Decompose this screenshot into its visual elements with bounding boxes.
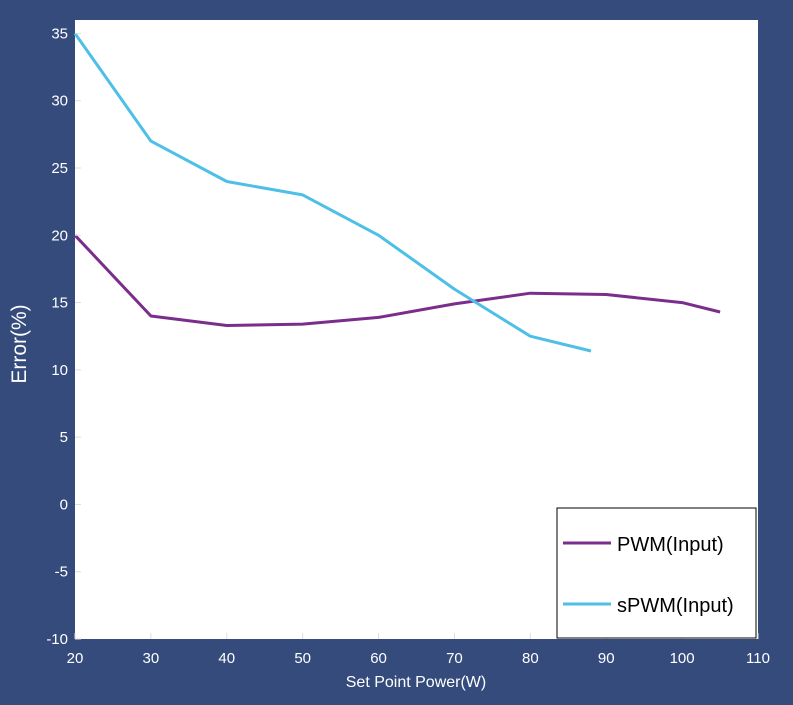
y-tick-label: 30	[51, 93, 68, 110]
y-tick-label: -5	[55, 564, 68, 581]
series-line-pwm-input	[73, 234, 721, 327]
y-tick-label: 0	[60, 496, 68, 513]
x-tick-label: 50	[294, 650, 311, 667]
x-tick-label: 70	[446, 650, 463, 667]
y-tick-label: 35	[51, 25, 68, 42]
legend-label-pwm: PWM(Input)	[617, 534, 724, 556]
x-tick-label: 30	[143, 650, 160, 667]
x-axis-label: Set Point Power(W)	[346, 674, 486, 691]
y-tick-label: 15	[51, 295, 68, 312]
x-tick-label: 40	[218, 650, 235, 667]
series-layer	[73, 32, 721, 353]
legend-box	[556, 507, 757, 639]
y-axis-label: Error(%)	[8, 304, 31, 383]
x-tick-label: 20	[67, 650, 84, 667]
series-line-spwm-input	[73, 32, 592, 353]
y-tick-label: 25	[51, 160, 68, 177]
x-tick-label: 60	[370, 650, 387, 667]
x-tick-label: 110	[746, 650, 770, 667]
y-axis: -10 -5 0 5 10 15 20 25 30 35	[46, 25, 81, 648]
x-axis: 20 30 40 50 60 70 80 90 100 110	[67, 633, 770, 667]
y-tick-label: 10	[51, 362, 68, 379]
y-tick-label: -10	[46, 631, 68, 648]
x-tick-label: 90	[598, 650, 615, 667]
legend-label-spwm: sPWM(Input)	[617, 595, 734, 617]
y-tick-label: 20	[51, 227, 68, 244]
legend: PWM(Input) sPWM(Input)	[556, 507, 757, 639]
y-tick-label: 5	[60, 429, 68, 446]
x-tick-label: 100	[670, 650, 695, 667]
x-tick-label: 80	[522, 650, 539, 667]
